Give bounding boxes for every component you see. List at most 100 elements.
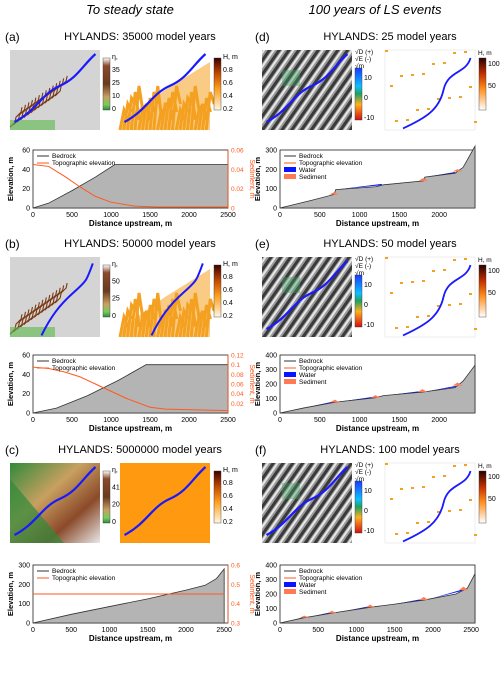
landslide-deposit xyxy=(427,521,430,523)
landslide-deposit xyxy=(432,476,435,478)
x-tick-label: 2000 xyxy=(425,627,441,634)
panel-title: HYLANDS: 100 model years xyxy=(320,444,460,456)
x-tick-label: 0 xyxy=(31,212,35,219)
y-tick-label: 0 xyxy=(273,206,277,213)
landslide-deposit xyxy=(411,487,414,489)
right-tick-label: 0 xyxy=(231,206,235,213)
colorbar-tick: η, m xyxy=(112,54,126,61)
x-tick-label: 0 xyxy=(278,417,282,424)
y-tick-label: 0 xyxy=(273,411,277,418)
landslide-deposit xyxy=(416,522,419,524)
x-tick-label: 1000 xyxy=(103,212,119,219)
landslide-deposit xyxy=(448,97,451,99)
y-tick-label: 200 xyxy=(265,167,277,174)
colorbar-tick: 0.6 xyxy=(223,493,233,500)
y-tick-label: 40 xyxy=(22,372,30,379)
sediment-deposit xyxy=(299,615,310,618)
soil-depth-map xyxy=(384,49,476,131)
right-axis-label: Sediment, m xyxy=(248,574,255,613)
landslide-deposit xyxy=(416,316,419,318)
x-tick-label: 0 xyxy=(278,627,282,634)
profile-chart: 0.02 0.04 0.06 0.08 0.1 0.12 Sediment, m 0 20 40 6… xyxy=(6,353,255,434)
colorbar-tick: 0.4 xyxy=(223,506,233,513)
colorbar-tick: 100 xyxy=(488,474,500,481)
colorbar-tick: -10 xyxy=(364,115,374,122)
map-group: η, m 50 25 0 H, m 0.8 0.6 0.4 0.2 xyxy=(9,257,238,338)
elevation-dendrite xyxy=(30,92,44,114)
x-axis-label: Distance upstream, m xyxy=(89,634,172,643)
y-tick-label: 100 xyxy=(265,396,277,403)
profile-chart: 0 100 200 300 0 500 1000 1500 2000 Distance upstr… xyxy=(253,144,476,228)
panel-letter: (a) xyxy=(5,30,20,44)
x-axis-label: Distance upstream, m xyxy=(336,634,419,643)
landslide-deposit xyxy=(474,121,477,123)
colorbar-tick: 0.8 xyxy=(223,67,233,74)
right-tick-label: 0.08 xyxy=(231,372,244,379)
x-tick-label: 1500 xyxy=(142,417,158,424)
x-tick-label: 1500 xyxy=(140,627,156,634)
channel-line xyxy=(402,470,472,543)
landslide-patch xyxy=(282,70,300,86)
y-axis-label: Elevation, m xyxy=(6,572,15,617)
colorbar-tick: H, m xyxy=(223,467,238,474)
soil-fill xyxy=(120,62,210,130)
y-tick-label: 300 xyxy=(265,577,277,584)
y-tick-label: 200 xyxy=(265,592,277,599)
landslide-deposit xyxy=(385,50,388,52)
x-tick-label: 500 xyxy=(66,417,78,424)
colorbar-tick: 10 xyxy=(364,75,372,82)
colorbar-tick: 0.4 xyxy=(223,300,233,307)
y-tick-label: 100 xyxy=(18,601,30,608)
sediment-deposit xyxy=(370,395,381,398)
sediment-deposit xyxy=(452,382,463,386)
colorbar-tick: 50 xyxy=(112,278,120,285)
legend-water: Water xyxy=(299,372,317,379)
colorbar-title: √m xyxy=(355,62,364,70)
x-tick-label: 1000 xyxy=(103,417,119,424)
legend-bedrock: Bedrock xyxy=(52,358,77,365)
panel-letter: (e) xyxy=(255,237,270,251)
y-axis-label: Elevation, m xyxy=(6,362,15,407)
x-tick-label: 0 xyxy=(31,417,35,424)
legend-water-swatch xyxy=(284,582,296,587)
colorbar-title: √m xyxy=(355,269,364,277)
bedrock-area xyxy=(32,567,225,624)
y-tick-label: 300 xyxy=(265,367,277,374)
landslide-deposit xyxy=(395,533,398,535)
panel-letter: (c) xyxy=(5,443,19,457)
y-axis-label: Elevation, m xyxy=(253,362,262,407)
colorbar-tick: η, m xyxy=(112,261,126,268)
colorbar-title: √m xyxy=(355,475,364,483)
y-axis-label: Elevation, m xyxy=(253,157,262,202)
legend-sediment: Sediment xyxy=(299,174,327,181)
right-tick-label: 0.02 xyxy=(231,186,244,193)
elevation-dendrite xyxy=(30,299,44,321)
landslide-deposit xyxy=(469,293,472,295)
right-tick-label: 0.5 xyxy=(231,582,240,589)
x-axis-label: Distance upstream, m xyxy=(336,424,419,433)
colorbar-tick: 25 xyxy=(112,296,120,303)
colorbar-tick: 0.2 xyxy=(223,519,233,526)
y-axis-label: Elevation, m xyxy=(253,572,262,617)
right-tick-label: 0.06 xyxy=(231,148,244,155)
colorbar-tick: 205 xyxy=(112,502,124,509)
legend-topo: Topographic elevation xyxy=(299,575,363,582)
y-tick-label: 300 xyxy=(265,148,277,155)
legend-topo: Topographic elevation xyxy=(52,160,116,167)
channel-line xyxy=(40,263,94,336)
topographic-line xyxy=(32,164,228,208)
legend-water-swatch xyxy=(284,372,296,377)
x-tick-label: 500 xyxy=(314,212,326,219)
x-tick-label: 2000 xyxy=(181,212,197,219)
x-tick-label: 1000 xyxy=(352,212,368,219)
soil-fill xyxy=(120,269,210,337)
colorbar-title: √E (-) xyxy=(355,55,371,63)
colorbar-tick: -10 xyxy=(364,322,374,329)
y-tick-label: 60 xyxy=(22,148,30,155)
legend-water: Water xyxy=(299,167,317,174)
h-colorbar xyxy=(213,470,222,524)
colorbar-tick: 10 xyxy=(112,93,120,100)
